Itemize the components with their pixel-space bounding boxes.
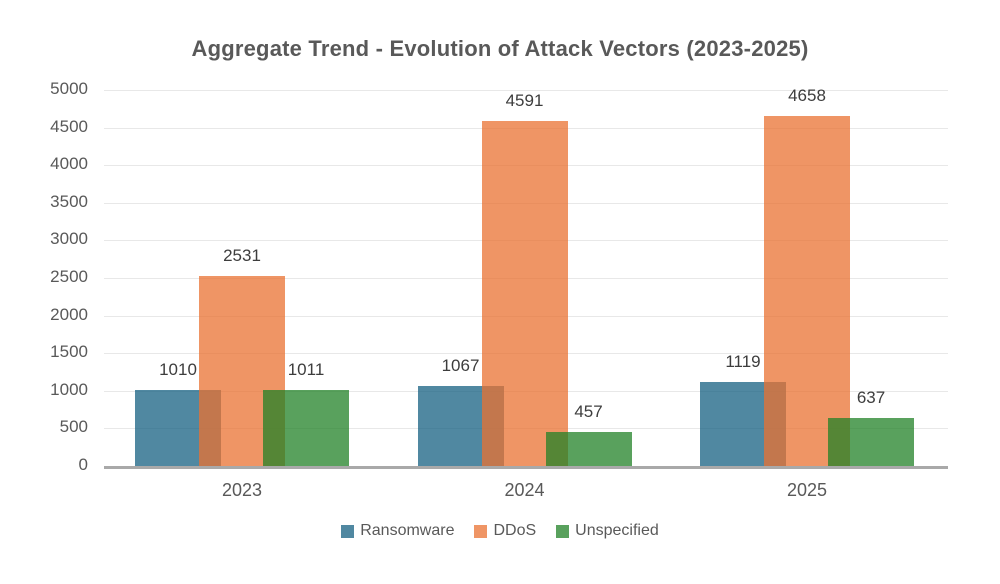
- legend-marker-ransomware-icon: [341, 524, 355, 538]
- gridline: [104, 90, 948, 91]
- value-label-ddos-2024: 4591: [505, 90, 544, 110]
- value-label-ransomware-2024: 1067: [441, 355, 480, 375]
- legend-item-ransomware: Ransomware: [341, 522, 454, 540]
- bar-ddos-2024: [481, 120, 568, 466]
- legend: Ransomware DDoS Unspecified: [0, 521, 1000, 541]
- y-axis-tick-label: 1500: [50, 342, 88, 361]
- value-label-ddos-2025: 4658: [788, 85, 826, 105]
- legend-label-ddos: DDoS: [493, 522, 537, 539]
- value-label-ransomware-2023: 1010: [159, 360, 197, 380]
- bar-unspecified-2024: [545, 431, 632, 466]
- y-axis-tick-label: 3500: [50, 192, 88, 211]
- value-label-unspecified-2025: 637: [856, 388, 886, 408]
- value-label-unspecified-2023: 1011: [287, 359, 325, 379]
- value-label-unspecified-2024: 457: [574, 401, 603, 421]
- legend-item-ddos: DDoS: [474, 522, 536, 540]
- x-axis-label-2023: 2023: [221, 480, 263, 500]
- y-axis-tick-label: 1000: [50, 380, 88, 399]
- y-axis-tick-label: 4000: [50, 154, 88, 173]
- x-axis-label-2024: 2024: [504, 480, 545, 500]
- y-axis-tick-label: 3000: [50, 229, 88, 248]
- y-axis-tick-label: 2500: [50, 267, 88, 286]
- bar-unspecified-2025: [828, 418, 914, 466]
- chart-title: Aggregate Trend - Evolution of Attack Ve…: [191, 36, 809, 61]
- y-axis-tick-label: 4500: [50, 117, 88, 136]
- y-axis-tick-label: 500: [59, 417, 88, 436]
- y-axis-tick-label: 0: [78, 455, 88, 474]
- legend-label-ransomware: Ransomware: [360, 522, 455, 539]
- legend-marker-unspecified-icon: [556, 524, 570, 538]
- x-axis-line: [104, 466, 948, 469]
- y-axis-tick-label: 2000: [50, 305, 88, 324]
- legend-label-unspecified: Unspecified: [575, 522, 659, 539]
- legend-marker-ddos-icon: [474, 524, 488, 538]
- value-label-ddos-2023: 2531: [223, 245, 261, 265]
- bar-ddos-2025: [764, 115, 850, 466]
- value-label-ransomware-2025: 1119: [725, 351, 761, 371]
- y-axis-tick-label: 5000: [50, 79, 88, 98]
- legend-item-unspecified: Unspecified: [556, 522, 659, 540]
- x-axis-label-2025: 2025: [786, 480, 828, 500]
- bar-unspecified-2023: [263, 389, 349, 466]
